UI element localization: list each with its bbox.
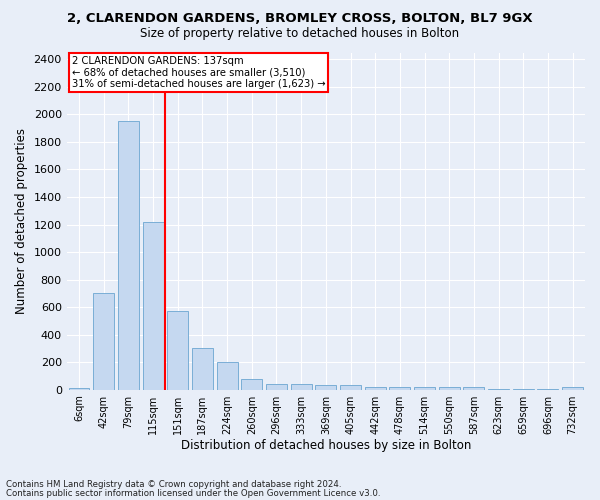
Bar: [365, 387, 386, 390]
Bar: [290, 384, 311, 390]
Bar: [118, 122, 139, 390]
Bar: [488, 388, 509, 390]
Bar: [93, 294, 114, 390]
Text: Contains HM Land Registry data © Crown copyright and database right 2024.: Contains HM Land Registry data © Crown c…: [6, 480, 341, 489]
Text: Contains public sector information licensed under the Open Government Licence v3: Contains public sector information licen…: [6, 488, 380, 498]
Bar: [513, 388, 534, 390]
Bar: [439, 387, 460, 390]
Bar: [143, 222, 164, 390]
Bar: [562, 387, 583, 390]
Bar: [414, 387, 435, 390]
Text: Size of property relative to detached houses in Bolton: Size of property relative to detached ho…: [140, 28, 460, 40]
Bar: [316, 385, 337, 390]
Bar: [68, 388, 89, 390]
X-axis label: Distribution of detached houses by size in Bolton: Distribution of detached houses by size …: [181, 440, 471, 452]
Bar: [389, 387, 410, 390]
Text: 2 CLARENDON GARDENS: 137sqm
← 68% of detached houses are smaller (3,510)
31% of : 2 CLARENDON GARDENS: 137sqm ← 68% of det…: [72, 56, 325, 89]
Y-axis label: Number of detached properties: Number of detached properties: [15, 128, 28, 314]
Bar: [266, 384, 287, 390]
Bar: [340, 385, 361, 390]
Bar: [241, 378, 262, 390]
Bar: [463, 387, 484, 390]
Bar: [167, 312, 188, 390]
Bar: [217, 362, 238, 390]
Text: 2, CLARENDON GARDENS, BROMLEY CROSS, BOLTON, BL7 9GX: 2, CLARENDON GARDENS, BROMLEY CROSS, BOL…: [67, 12, 533, 26]
Bar: [192, 348, 213, 390]
Bar: [538, 388, 559, 390]
